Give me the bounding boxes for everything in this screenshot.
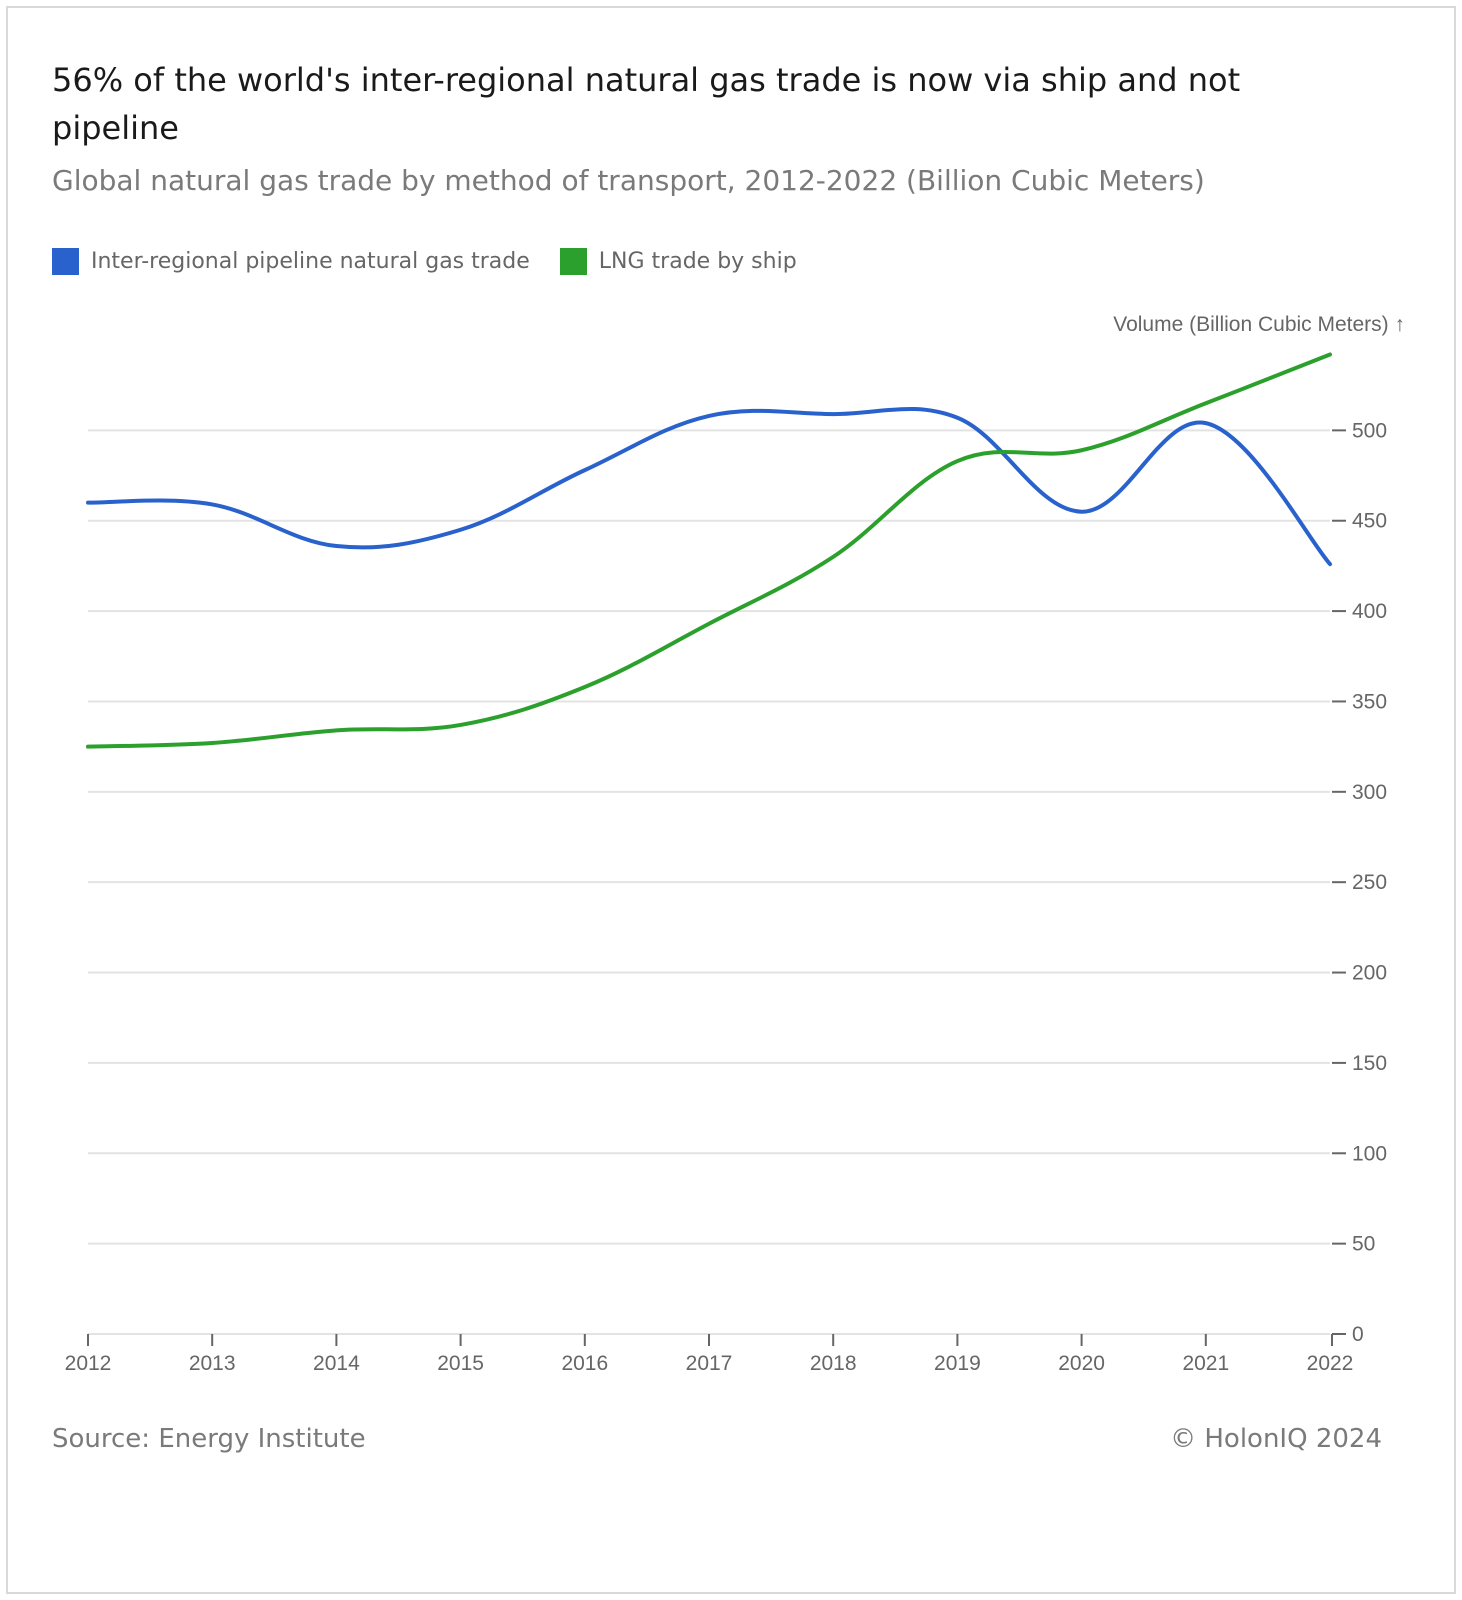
x-tick-label: 2019: [934, 1352, 981, 1375]
source-note: Source: Energy Institute: [52, 1424, 366, 1454]
legend-item-lng[interactable]: LNG trade by ship: [559, 248, 797, 275]
x-tick-label: 2022: [1307, 1352, 1354, 1375]
legend-swatch-pipeline: [52, 248, 79, 275]
x-tick-label: 2014: [313, 1352, 360, 1375]
y-tick-label: 50: [1352, 1233, 1375, 1256]
gridlines: [88, 429, 1330, 1335]
y-tick-label: 250: [1352, 871, 1387, 894]
y-tick-label: 450: [1352, 510, 1387, 533]
y-tick-label: 350: [1352, 690, 1387, 713]
y-tick-label: 300: [1352, 781, 1387, 804]
y-axis: 0 50 100 150 200 250 300 350 400 450 500: [1331, 419, 1387, 1346]
x-tick-label: 2021: [1182, 1352, 1229, 1375]
series-lines: [86, 352, 1332, 749]
y-tick-label: 200: [1352, 962, 1387, 985]
y-tick-label: 400: [1352, 600, 1387, 623]
x-tick-label: 2012: [65, 1352, 112, 1375]
chart-frame: [6, 6, 1456, 1594]
legend-label-pipeline: Inter-regional pipeline natural gas trad…: [91, 249, 530, 274]
x-tick-label: 2013: [189, 1352, 236, 1375]
series-line-pipeline[interactable]: [86, 406, 1332, 567]
y-tick-label: 100: [1352, 1142, 1387, 1165]
x-tick-label: 2017: [686, 1352, 733, 1375]
y-tick-label: 150: [1352, 1052, 1387, 1075]
legend-item-pipeline[interactable]: Inter-regional pipeline natural gas trad…: [52, 248, 530, 275]
chart-title: 56% of the world's inter-regional natura…: [52, 61, 1241, 147]
x-axis: 2012 2013 2014 2015 2016 2017 2018 2019 2020 2021…: [65, 1334, 1354, 1375]
copyright-note: © HolonIQ 2024: [1170, 1424, 1382, 1454]
legend-swatch-lng: [559, 248, 587, 275]
legend: Inter-regional pipeline natural gas trad…: [52, 248, 827, 275]
x-tick-label: 2018: [810, 1352, 857, 1375]
y-tick-label: 500: [1352, 419, 1387, 442]
y-axis-title: Volume (Billion Cubic Meters) ↑: [1113, 313, 1405, 336]
x-tick-label: 2020: [1058, 1352, 1105, 1375]
legend-label-lng: LNG trade by ship: [598, 249, 797, 274]
series-line-lng[interactable]: [86, 352, 1332, 749]
chart-subtitle: Global natural gas trade by method of tr…: [52, 164, 1205, 197]
y-tick-label: 0: [1352, 1323, 1364, 1346]
x-tick-label: 2016: [561, 1352, 608, 1375]
x-tick-label: 2015: [437, 1352, 484, 1375]
